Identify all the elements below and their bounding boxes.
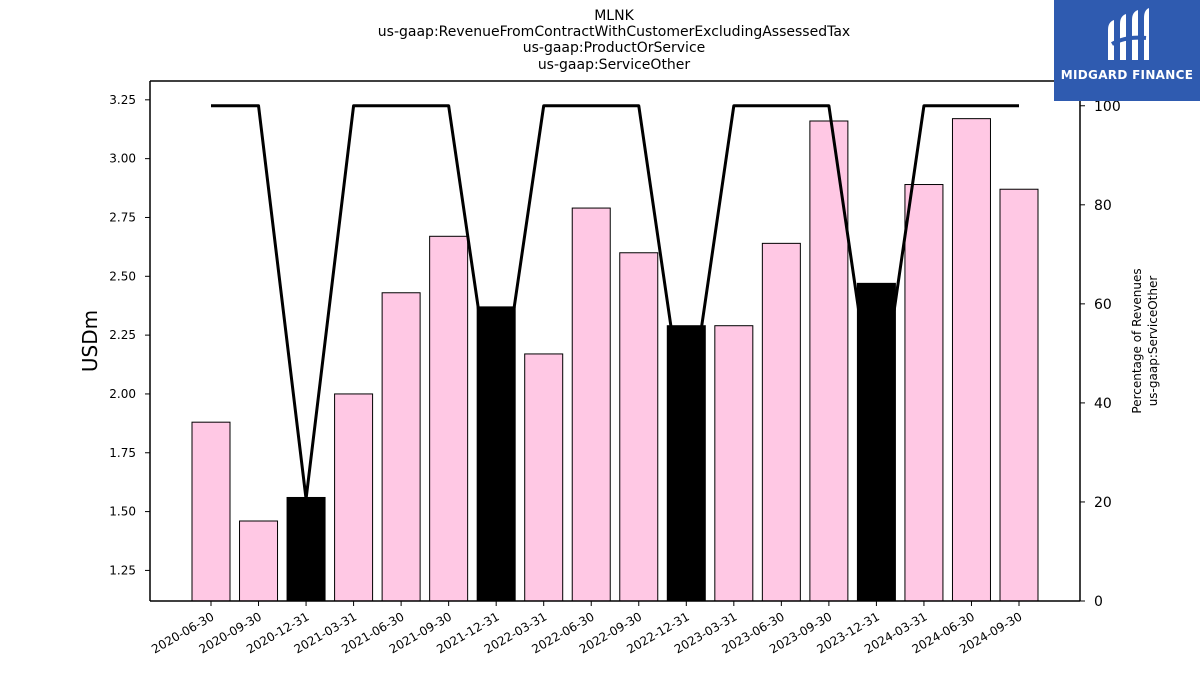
y2-axis-label-line: us-gaap:ServiceOther (1146, 276, 1160, 407)
bars (191, 118, 1039, 602)
midgard-finance-logo: MIDGARD FINANCE (1054, 0, 1200, 101)
logo-mark-icon (1108, 8, 1149, 60)
chart-title-line: MLNK (594, 8, 634, 24)
y-tick-label: 2.50 (109, 269, 136, 283)
chart-title-line: us-gaap:RevenueFromContractWithCustomerE… (378, 24, 850, 40)
bar (619, 252, 659, 602)
bar (191, 421, 231, 602)
y2-axis-label-line: Percentage of Revenues (1130, 268, 1144, 413)
bar (999, 188, 1039, 602)
bar (904, 184, 944, 602)
bar (951, 118, 991, 602)
bar (571, 207, 611, 602)
y2-tick-label: 40 (1094, 396, 1112, 412)
axes (149, 80, 1081, 602)
chart-title: MLNK us-gaap:RevenueFromContractWithCust… (378, 8, 850, 73)
logo-text: MIDGARD FINANCE (1060, 68, 1194, 82)
percentage-line (211, 104, 1019, 501)
bar (666, 325, 706, 602)
bar (714, 325, 754, 602)
y-tick-label: 3.25 (109, 93, 136, 107)
chart-title-line: us-gaap:ProductOrService (523, 40, 706, 56)
bar (761, 242, 801, 602)
y-tick-label: 3.00 (109, 152, 136, 166)
bar (239, 520, 279, 602)
y-tick-label: 2.25 (109, 328, 136, 342)
y2-tick-label: 80 (1094, 198, 1112, 214)
y2-tick-label: 100 (1094, 99, 1121, 115)
bar (476, 306, 516, 602)
percentage-line-path (211, 104, 1019, 501)
y-tick-label: 1.75 (109, 446, 136, 460)
bar (381, 292, 421, 602)
bar (334, 393, 374, 602)
y-tick-label: 1.50 (109, 505, 136, 519)
bar (286, 496, 326, 602)
y-axis-label: USDm (78, 310, 102, 372)
y2-tick-label: 0 (1094, 594, 1103, 610)
bar (429, 235, 469, 602)
y-tick-label: 2.75 (109, 210, 136, 224)
y2-tick-label: 20 (1094, 495, 1112, 511)
chart-title-line: us-gaap:ServiceOther (538, 57, 691, 73)
y-tick-label: 1.25 (109, 563, 136, 577)
y2-tick-label: 60 (1094, 297, 1112, 313)
y-tick-label: 2.00 (109, 387, 136, 401)
bar (524, 353, 564, 602)
